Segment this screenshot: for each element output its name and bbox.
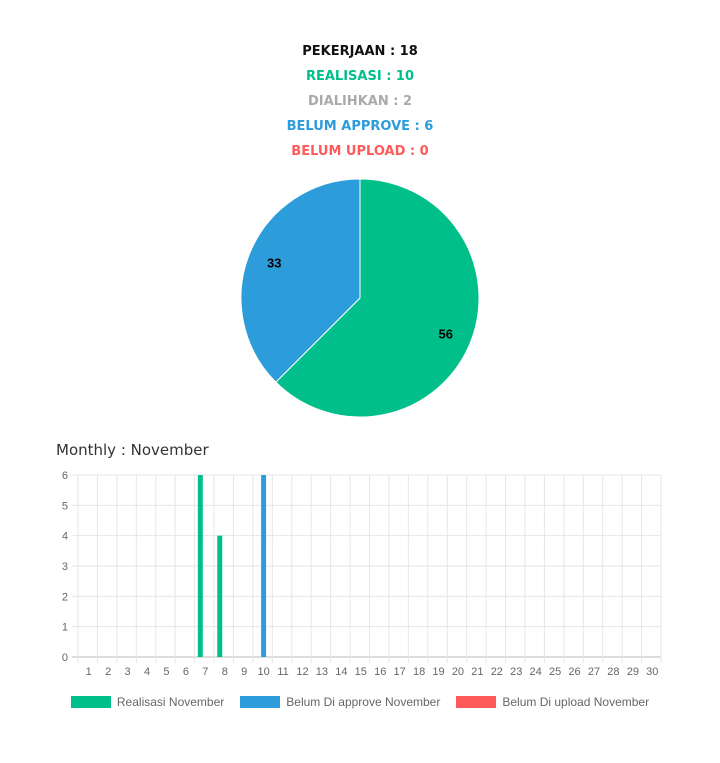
x-tick-label: 25 [549, 666, 561, 678]
x-tick-label: 23 [510, 666, 522, 678]
x-tick-label: 24 [530, 666, 542, 678]
x-tick-label: 20 [452, 666, 464, 678]
legend-swatch [240, 696, 281, 708]
x-tick-label: 13 [316, 666, 328, 678]
x-tick-label: 3 [125, 666, 131, 678]
summary-realisasi: REALISASI : 10 [305, 69, 415, 84]
bar [217, 535, 223, 657]
summary-belum-upload: BELUM UPLOAD : 0 [291, 144, 429, 159]
x-tick-label: 29 [627, 666, 639, 678]
summary-belum-approve: BELUM APPROVE : 6 [286, 119, 434, 134]
y-tick-label: 0 [62, 652, 68, 664]
x-tick-label: 10 [257, 666, 269, 678]
x-tick-label: 27 [588, 666, 600, 678]
pie-slice [240, 178, 361, 383]
legend-item-realisasi[interactable]: Realisasi November [70, 695, 225, 709]
y-tick-label: 6 [62, 470, 68, 482]
y-tick-label: 1 [62, 622, 68, 634]
x-tick-label: 21 [471, 666, 483, 678]
y-tick-label: 2 [62, 591, 68, 603]
x-tick-label: 9 [241, 666, 247, 678]
bar-chart-title: Monthly : November [56, 441, 209, 459]
legend-label: Belum Di upload November [502, 695, 650, 709]
y-tick-label: 5 [62, 500, 68, 512]
x-tick-label: 26 [568, 666, 580, 678]
x-tick-label: 11 [277, 666, 288, 678]
x-tick-label: 19 [432, 666, 444, 678]
legend-item-belum-upload[interactable]: Belum Di upload November [456, 695, 649, 709]
x-tick-label: 12 [296, 666, 308, 678]
pie-slice [275, 178, 480, 418]
y-tick-label: 4 [62, 531, 68, 543]
bar [261, 475, 267, 657]
summary-dialihkan: DIALIHKAN : 2 [308, 94, 412, 109]
legend-item-belum-approve[interactable]: Belum Di approve November [240, 695, 440, 709]
x-tick-label: 30 [646, 666, 658, 678]
x-tick-label: 18 [413, 666, 425, 678]
legend-swatch [456, 696, 497, 708]
x-tick-label: 28 [607, 666, 619, 678]
legend-swatch [70, 696, 111, 708]
x-tick-label: 7 [202, 666, 208, 678]
x-tick-label: 4 [144, 666, 150, 678]
bar [197, 475, 203, 657]
x-tick-label: 17 [394, 666, 406, 678]
x-tick-label: 2 [105, 666, 111, 678]
legend: Realisasi November Belum Di approve Nove… [0, 695, 720, 709]
summary-total: PEKERJAAN : 18 [302, 44, 418, 59]
x-tick-label: 16 [374, 666, 386, 678]
x-tick-label: 1 [86, 666, 92, 678]
x-tick-label: 22 [491, 666, 503, 678]
x-tick-label: 6 [183, 666, 189, 678]
pie-slice-label: 33 [267, 255, 281, 270]
x-tick-label: 8 [222, 666, 228, 678]
legend-label: Realisasi November [116, 695, 225, 709]
legend-label: Belum Di approve November [286, 695, 441, 709]
x-tick-label: 15 [355, 666, 367, 678]
x-tick-label: 14 [335, 666, 347, 678]
pie-slice-label: 56 [439, 327, 453, 342]
y-tick-label: 3 [62, 561, 68, 573]
x-tick-label: 5 [163, 666, 169, 678]
